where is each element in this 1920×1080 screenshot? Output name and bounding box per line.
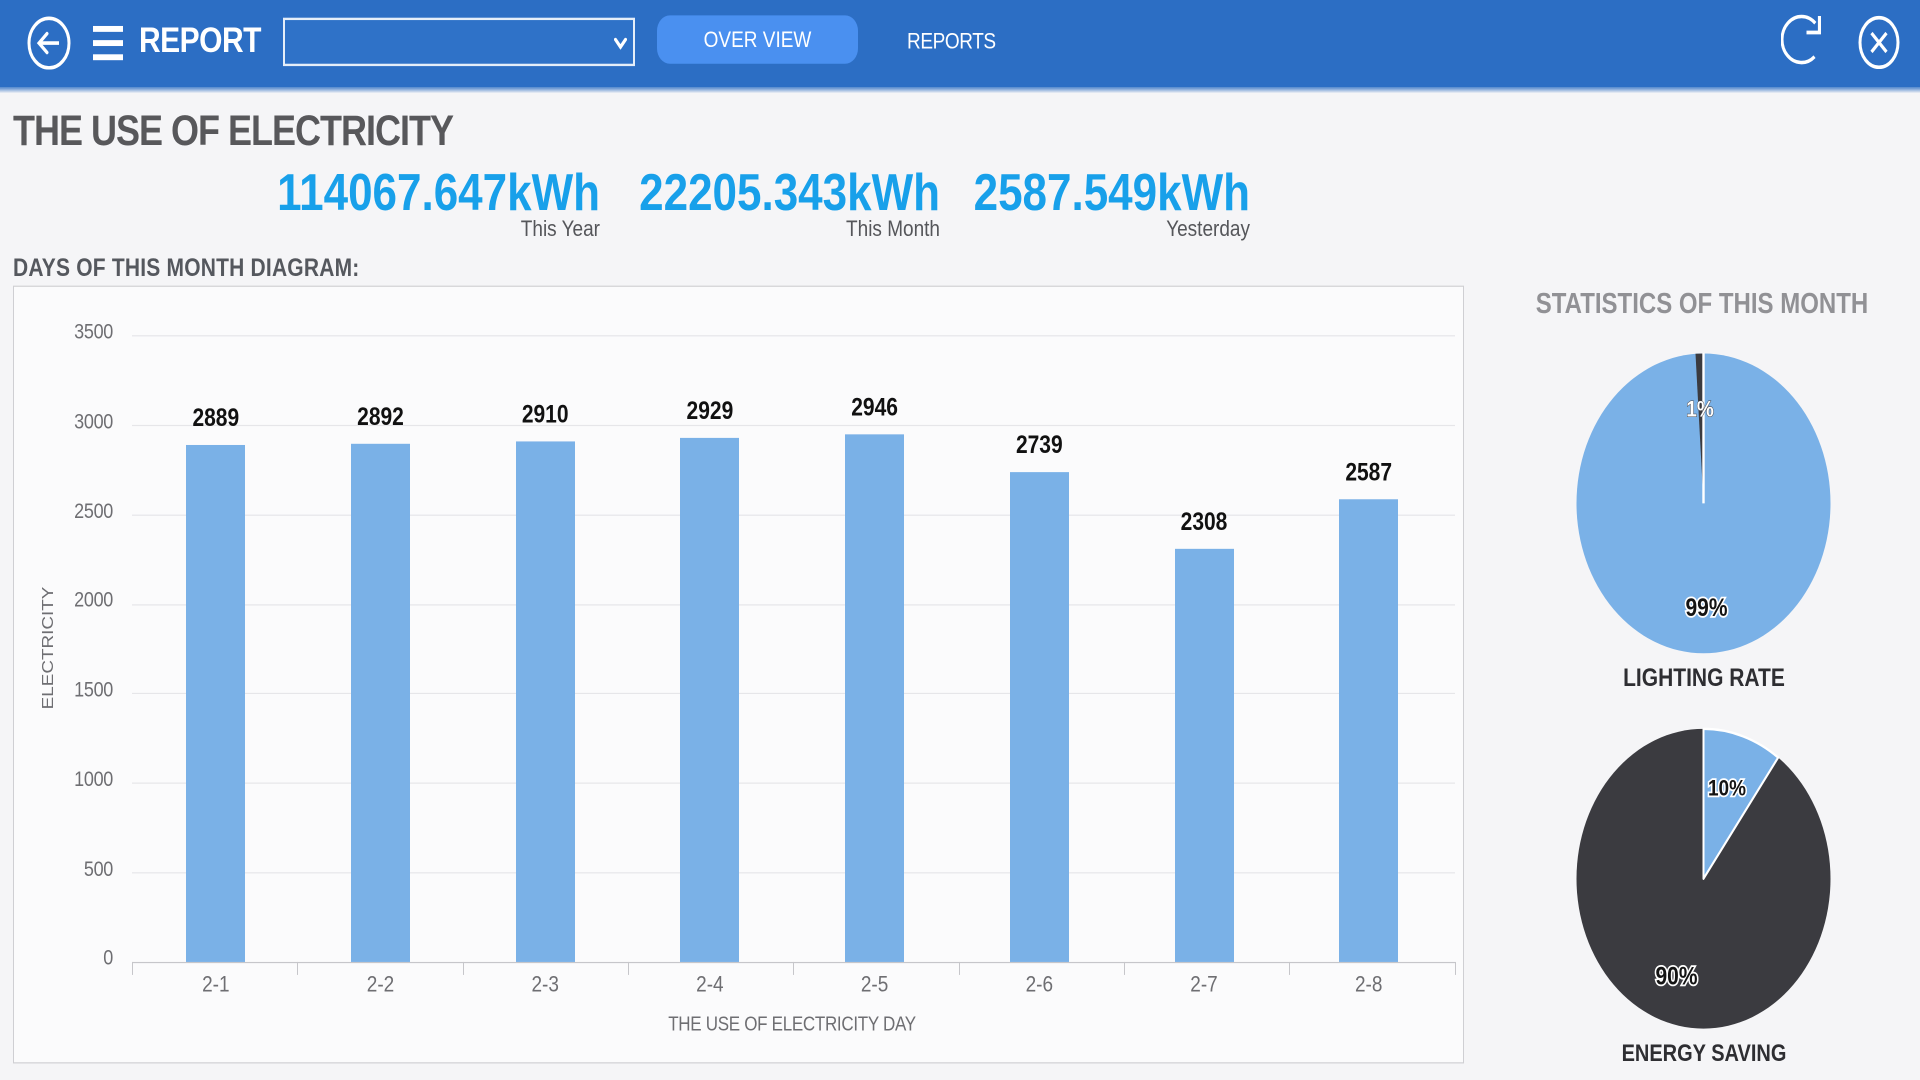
svg-text:90%: 90% — [1655, 962, 1697, 990]
svg-text:10%: 10% — [1708, 776, 1746, 801]
svg-text:99%: 99% — [1685, 593, 1727, 621]
svg-text:1%: 1% — [1686, 397, 1713, 422]
